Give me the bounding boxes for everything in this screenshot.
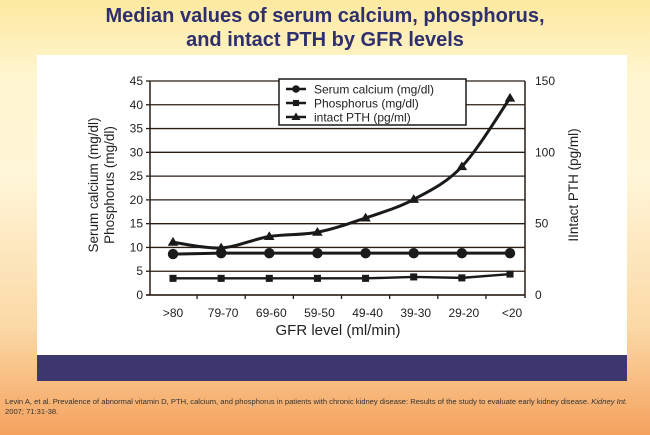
- square-marker: [313, 274, 321, 282]
- x-tick-label: 69-60: [256, 306, 287, 320]
- y-tick-label-left: 10: [130, 240, 144, 254]
- circle-marker: [408, 247, 419, 259]
- axis-labels: 0 5 10 15 20 25 30 35 40 45 0 50 100 150 >80 79-70 69-60…: [86, 74, 581, 339]
- triangle-marker: [167, 236, 179, 246]
- x-tick-label: 59-50: [304, 306, 335, 320]
- title-line-2: and intact PTH by GFR levels: [186, 29, 464, 51]
- y-tick-label-right: 0: [535, 288, 542, 302]
- y-axis-title-right: IIntact PTH (pg/ml): [566, 128, 581, 241]
- circle-marker: [264, 247, 275, 259]
- y-tick-label-left: 30: [130, 145, 144, 159]
- triangle-marker: [360, 212, 371, 222]
- square-marker: [410, 273, 418, 281]
- y-tick-label-left: 5: [136, 264, 143, 278]
- circle-marker: [312, 247, 323, 259]
- legend-box: [278, 78, 467, 126]
- legend-label: Phosphorus (mg/dl): [314, 97, 419, 111]
- y-tick-label-left: 45: [130, 74, 144, 88]
- title-line-1: Median values of serum calcium, phosphor…: [105, 5, 545, 27]
- square-marker: [362, 274, 370, 282]
- x-tick-label: 49-40: [352, 306, 383, 320]
- x-tick-label: 79-70: [208, 306, 239, 320]
- triangle-marker: [456, 161, 468, 171]
- triangle-marker: [504, 92, 516, 102]
- legend-label: Serum calcium (mg/dl): [314, 83, 434, 97]
- circle-marker: [504, 247, 516, 259]
- y-tick-label-right: 150: [535, 74, 555, 88]
- x-tick-label: 29-20: [449, 306, 480, 320]
- citation-year: 2007; 71:31-38.: [5, 407, 59, 416]
- y-tick-label-left: 40: [130, 98, 144, 112]
- axes: [146, 80, 526, 299]
- series-lines: [167, 92, 516, 282]
- series-line: [173, 272, 511, 280]
- square-marker: [506, 270, 514, 278]
- square-marker: [458, 274, 466, 282]
- triangle-marker: [408, 194, 419, 203]
- y-tick-label-left: 35: [130, 122, 144, 136]
- y-tick-label-left: 20: [130, 193, 144, 207]
- triangle-marker: [312, 226, 323, 236]
- circle-marker: [167, 248, 179, 260]
- x-tick-label: 39-30: [400, 306, 431, 320]
- y-axis-title-left-2: Phosphorus (mg/dl): [102, 126, 117, 244]
- x-axis-title: GFR level (ml/min): [275, 322, 400, 339]
- circle-marker: [360, 247, 371, 259]
- x-tick-label: >80: [163, 306, 184, 320]
- triangle-marker: [215, 242, 227, 252]
- series-line: [172, 251, 510, 256]
- legend-label: intact PTH (pg/ml): [314, 111, 411, 125]
- slide-title: Median values of serum calcium, phosphor…: [0, 4, 650, 52]
- y-tick-label-left: 15: [130, 217, 144, 231]
- triangle-marker: [264, 231, 275, 241]
- triangle-marker: [291, 112, 301, 121]
- y-tick-label-right: 50: [535, 217, 549, 231]
- y-tick-label-left: 25: [130, 169, 144, 183]
- y-tick-label-right: 100: [535, 145, 555, 159]
- y-axis-title-left-1: Serum calcium (mg/dl): [86, 117, 101, 252]
- square-marker: [217, 274, 225, 282]
- circle-marker: [292, 85, 300, 93]
- legend: Serum calcium (mg/dl)Phosphorus (mg/dl)i…: [278, 78, 467, 126]
- square-marker: [169, 274, 177, 282]
- y-tick-label-left: 0: [136, 288, 143, 302]
- footer-band: [37, 355, 627, 381]
- citation-text: Levin A, et al. Prevalence of abnormal v…: [5, 397, 592, 406]
- citation-journal: Kidney Int.: [591, 397, 628, 406]
- square-marker: [292, 99, 300, 107]
- x-tick-label: <20: [502, 306, 523, 320]
- circle-marker: [456, 247, 468, 259]
- square-marker: [265, 274, 273, 282]
- citation: Levin A, et al. Prevalence of abnormal v…: [5, 397, 645, 417]
